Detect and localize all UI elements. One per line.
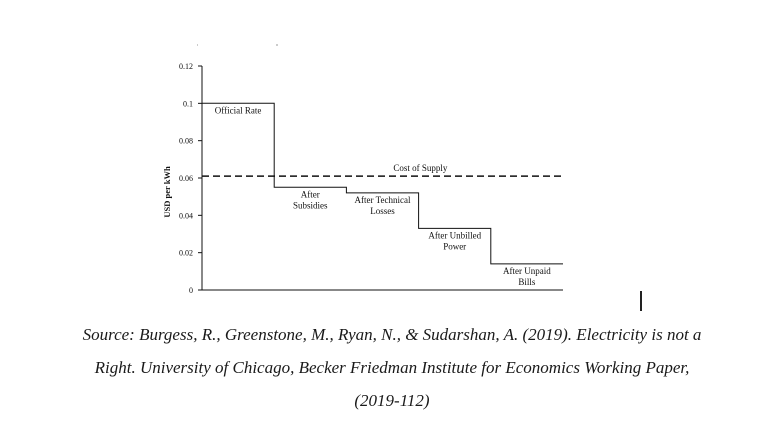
step-label: After Subsidies bbox=[293, 189, 328, 210]
step-labels: Official Rate After Subsidies After Technic… bbox=[215, 105, 551, 287]
y-tick-label: 0.1 bbox=[183, 99, 193, 108]
y-tick-label: 0.04 bbox=[179, 211, 193, 220]
step-label: After Technical Losses bbox=[355, 195, 411, 216]
y-ticks: 0 0.02 0.04 0.06 0.08 0.1 0.12 bbox=[179, 62, 202, 295]
step-chart: 0 0.02 0.04 0.06 0.08 0.1 0.12 USD per kWh Cos… bbox=[162, 44, 563, 295]
y-tick-label: 0.06 bbox=[179, 174, 193, 183]
source-caption: Source: Burgess, R., Greenstone, M., Rya… bbox=[0, 318, 784, 417]
caption-line: Source: Burgess, R., Greenstone, M., Rya… bbox=[82, 325, 702, 344]
y-tick-label: 0.02 bbox=[179, 249, 193, 258]
y-tick-label: 0.12 bbox=[179, 62, 193, 71]
step-label: After Unpaid Bills bbox=[503, 266, 551, 287]
step-label: Official Rate bbox=[215, 105, 262, 115]
step-series-line bbox=[202, 102, 563, 265]
y-tick-label: 0.08 bbox=[179, 137, 193, 146]
y-tick-label: 0 bbox=[189, 286, 193, 295]
cost-of-supply-label: Cost of Supply bbox=[393, 163, 448, 173]
y-axis-title: USD per kWh bbox=[162, 166, 172, 218]
step-label: After Unbilled Power bbox=[428, 230, 481, 251]
text-cursor bbox=[640, 291, 642, 311]
caption-line: Right. University of Chicago, Becker Fri… bbox=[94, 358, 690, 377]
caption-line: (2019-112) bbox=[354, 391, 430, 410]
